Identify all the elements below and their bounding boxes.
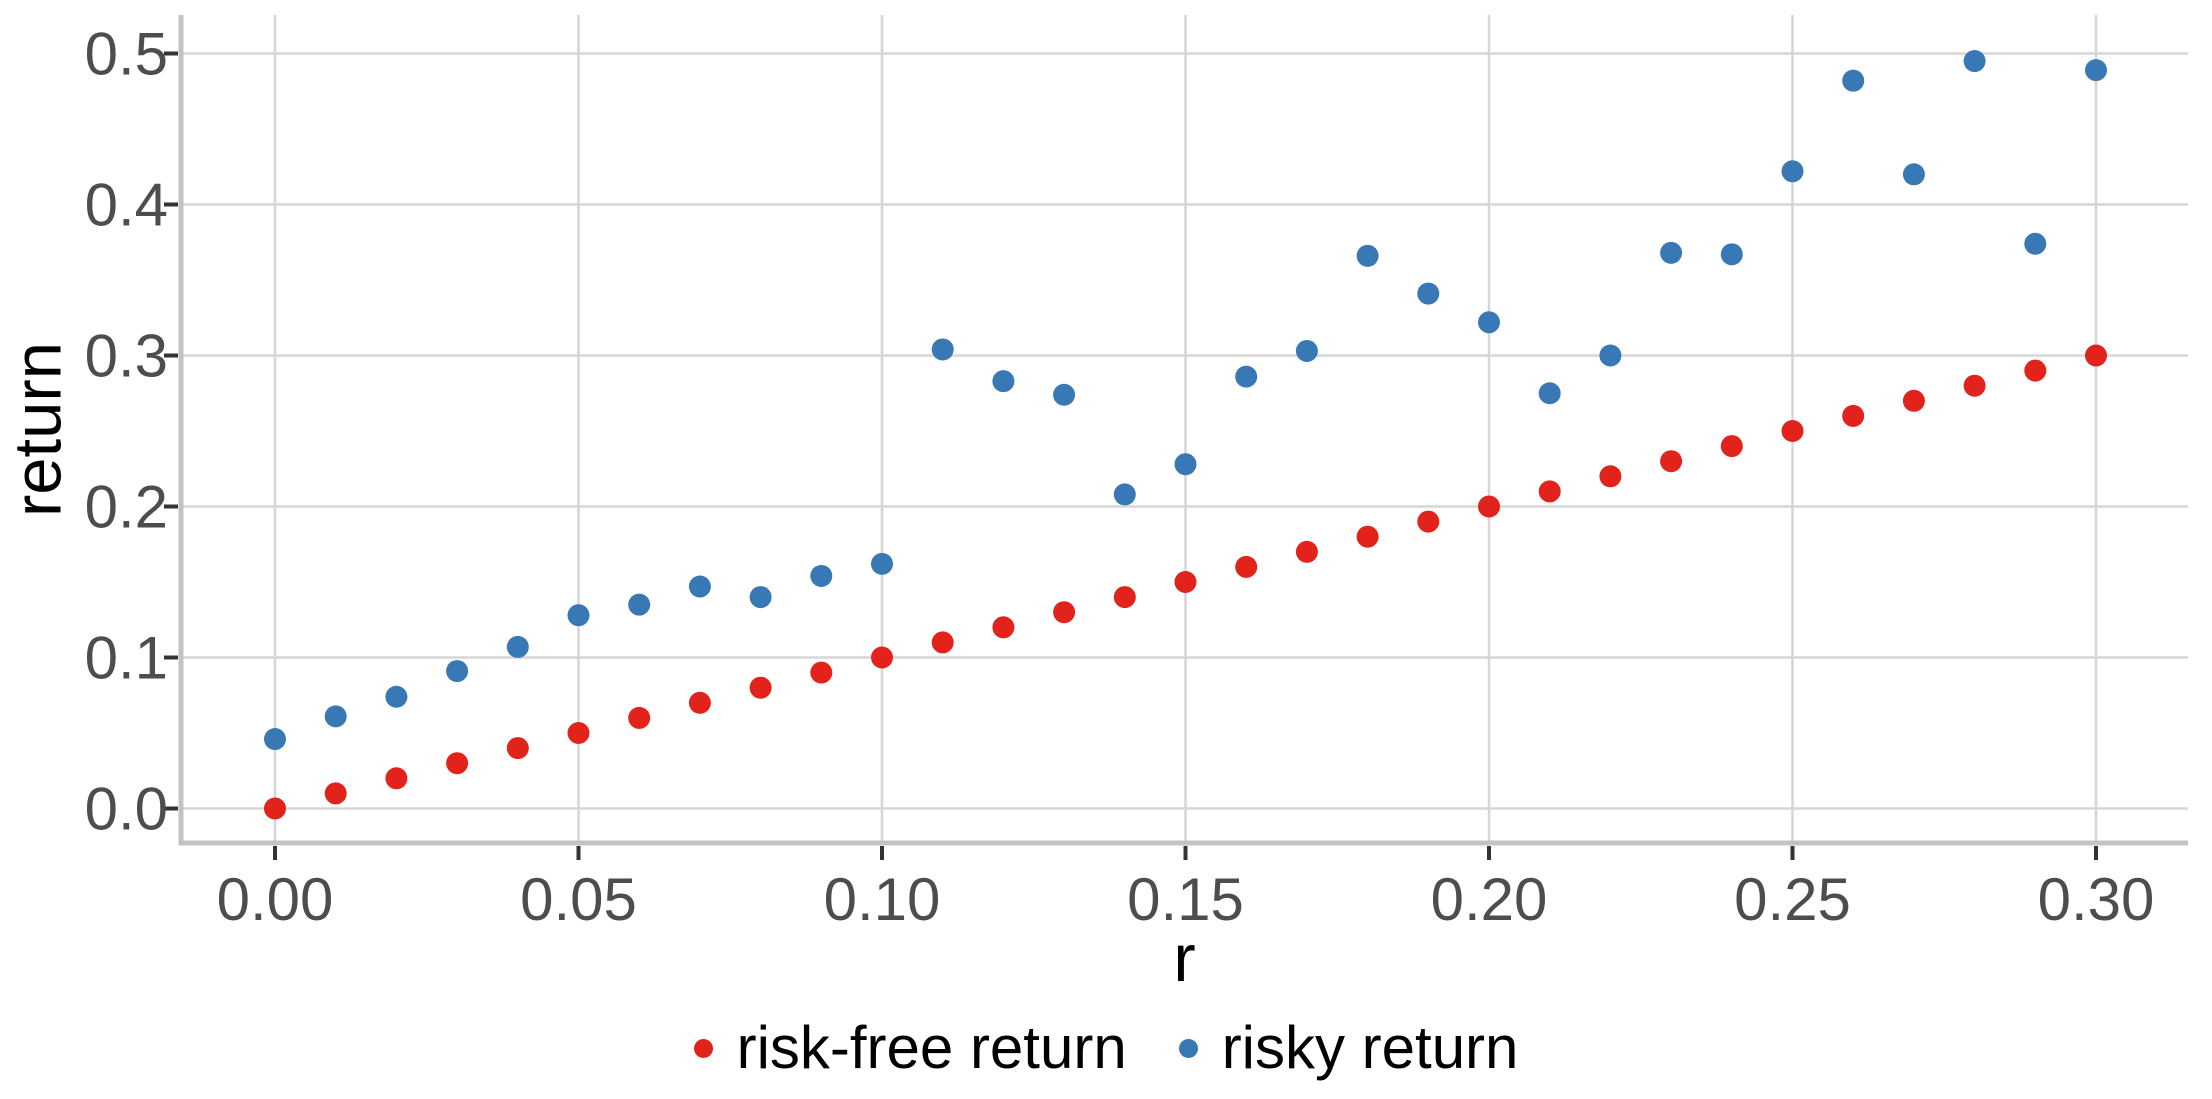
y-tick-label: 0.1 xyxy=(85,625,168,692)
data-point-risk-free xyxy=(1356,525,1379,548)
data-point-risky xyxy=(567,604,590,627)
data-point-risk-free xyxy=(1902,389,1925,412)
data-point-risky xyxy=(446,660,469,683)
legend-dot-risk-free-icon xyxy=(693,1038,713,1058)
legend-dot-risky-icon xyxy=(1178,1038,1198,1058)
x-tick-label: 0.20 xyxy=(1431,866,1548,933)
x-tick-label: 0.25 xyxy=(1734,866,1851,933)
legend: risk-free return risky return xyxy=(0,1018,2212,1078)
data-point-risk-free xyxy=(1660,450,1683,473)
data-point-risky xyxy=(628,593,651,616)
data-point-risky xyxy=(1235,365,1258,388)
data-point-risk-free xyxy=(1599,465,1622,488)
gridlines xyxy=(181,15,2188,841)
data-point-risk-free xyxy=(871,646,893,669)
data-point-risk-free xyxy=(1417,510,1440,533)
data-point-risky xyxy=(871,552,893,575)
data-point-risky xyxy=(1053,383,1076,406)
data-point-risk-free xyxy=(506,737,529,760)
data-point-risk-free xyxy=(1538,480,1561,503)
data-point-risky xyxy=(506,635,529,658)
data-point-risk-free xyxy=(1235,555,1258,578)
y-axis-title: return xyxy=(0,341,76,518)
y-tick-label: 0.0 xyxy=(85,776,168,843)
data-point-risk-free xyxy=(385,767,408,790)
x-tick-label: 0.15 xyxy=(1127,866,1244,933)
data-point-risk-free xyxy=(1842,404,1865,427)
legend-item-risky: risky return xyxy=(1178,1014,1519,1081)
data-point-risk-free xyxy=(264,797,286,820)
data-point-risky xyxy=(1538,382,1561,405)
data-point-risky xyxy=(1599,344,1622,367)
data-point-risk-free xyxy=(1781,420,1804,442)
data-point-risky xyxy=(1478,311,1500,334)
data-point-risk-free xyxy=(1963,374,1986,397)
data-point-risky xyxy=(1356,244,1379,267)
axis-lines xyxy=(178,15,2188,846)
data-point-risky xyxy=(810,564,833,587)
data-point-risk-free xyxy=(688,691,711,714)
data-point-risk-free xyxy=(1113,586,1136,609)
data-points xyxy=(264,50,2107,820)
data-point-risk-free xyxy=(567,722,590,744)
y-tick-label: 0.4 xyxy=(85,172,168,239)
data-point-risky xyxy=(1417,282,1440,305)
data-point-risk-free xyxy=(749,676,772,699)
y-tick-label: 0.3 xyxy=(85,323,168,390)
legend-label-risk-free: risk-free return xyxy=(736,1014,1127,1081)
data-point-risky xyxy=(1963,50,1986,73)
data-point-risk-free xyxy=(1295,540,1318,563)
data-point-risky xyxy=(931,338,954,361)
data-point-risky xyxy=(2085,59,2107,82)
data-point-risk-free xyxy=(324,782,347,805)
data-point-risky xyxy=(1902,163,1925,186)
data-point-risky xyxy=(385,685,408,708)
data-point-risk-free xyxy=(446,752,469,775)
data-point-risky xyxy=(324,705,347,728)
data-point-risky xyxy=(1720,243,1743,266)
data-point-risky xyxy=(1113,483,1136,506)
data-point-risky xyxy=(992,370,1015,393)
x-tick-label: 0.10 xyxy=(824,866,941,933)
x-tick-label: 0.00 xyxy=(217,866,334,933)
x-axis-title: r xyxy=(1173,921,1196,996)
data-point-risk-free xyxy=(1174,571,1197,593)
data-point-risky xyxy=(1660,241,1683,264)
x-tick-label: 0.05 xyxy=(520,866,637,933)
data-point-risky xyxy=(264,728,286,751)
data-point-risky xyxy=(749,586,772,609)
data-point-risky xyxy=(1174,453,1197,476)
x-tick-label: 0.30 xyxy=(2038,866,2155,933)
data-point-risky xyxy=(2024,232,2047,255)
legend-label-risky: risky return xyxy=(1221,1014,1519,1081)
tick-labels: 0.00 0.05 0.10 0.15 0.20 0.25 0.30 0.0 0.1 0.2 0.3… xyxy=(85,21,2155,934)
data-point-risk-free xyxy=(1478,495,1500,518)
y-tick-label: 0.2 xyxy=(85,474,168,541)
data-point-risky xyxy=(688,575,711,598)
data-point-risky xyxy=(1842,69,1865,92)
data-point-risk-free xyxy=(992,616,1015,639)
data-point-risky xyxy=(1781,160,1804,183)
data-point-risk-free xyxy=(1720,435,1743,458)
data-point-risk-free xyxy=(1053,601,1076,624)
data-point-risk-free xyxy=(2085,344,2107,367)
data-point-risky xyxy=(1295,339,1318,362)
legend-item-risk-free: risk-free return xyxy=(693,1014,1127,1081)
data-point-risk-free xyxy=(931,631,954,654)
data-point-risk-free xyxy=(2024,359,2047,382)
data-point-risk-free xyxy=(628,706,651,729)
tick-marks xyxy=(164,51,2098,860)
data-point-risk-free xyxy=(810,661,833,684)
y-tick-label: 0.5 xyxy=(85,21,168,88)
